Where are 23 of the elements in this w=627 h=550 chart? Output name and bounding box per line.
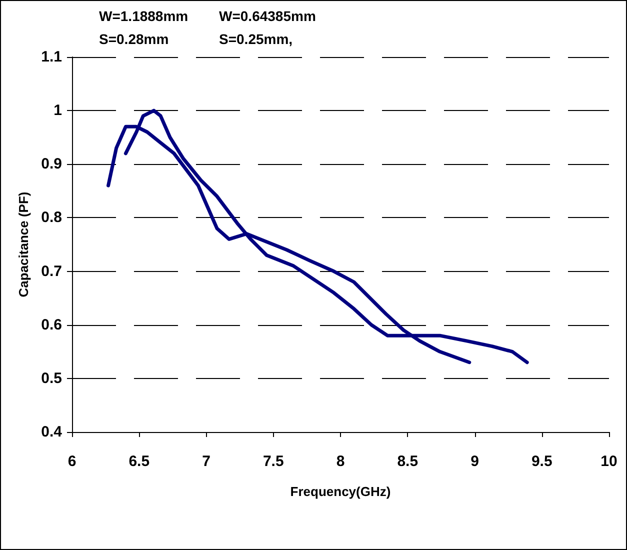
text: S=0.28mm — [99, 31, 169, 47]
y-tick-label: 0.7 — [41, 262, 62, 280]
y-tick-label: 1.1 — [41, 48, 62, 66]
y-tick-label: 1 — [54, 102, 62, 120]
y-tick-label: 0.5 — [41, 370, 62, 387]
x-tick-label: 9 — [470, 453, 479, 470]
x-axis-title: Frequency(GHz) — [290, 484, 391, 499]
y-tick-label: 0.9 — [41, 156, 62, 173]
x-tick-label: 6 — [68, 453, 76, 470]
x-tick-label: 7 — [202, 453, 210, 470]
x-tick-label: 9.5 — [531, 453, 552, 470]
text: S=0.25mm, — [219, 31, 293, 47]
x-tick-label: 6.5 — [128, 453, 150, 470]
y-tick-label: 0.6 — [41, 316, 62, 334]
x-tick-label: 8.5 — [397, 453, 418, 470]
y-tick-label: 0.4 — [41, 424, 63, 440]
text: W=1.1888mm — [99, 8, 188, 24]
x-tick-label: 10 — [600, 453, 618, 470]
x-tick-label: 8 — [336, 453, 345, 470]
text: W=0.64385mm — [219, 8, 316, 24]
y-axis-title: Capacitance (PF) — [16, 192, 31, 298]
y-tick-label: 0.8 — [41, 209, 62, 226]
x-tick-label: 7.5 — [262, 453, 284, 470]
